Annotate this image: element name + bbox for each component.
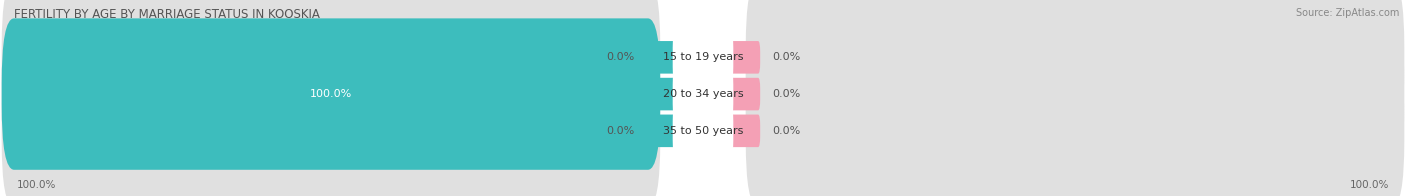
Text: 0.0%: 0.0%	[772, 89, 800, 99]
FancyBboxPatch shape	[672, 33, 734, 82]
FancyBboxPatch shape	[645, 78, 678, 110]
FancyBboxPatch shape	[745, 18, 1405, 170]
FancyBboxPatch shape	[672, 107, 734, 155]
Text: 0.0%: 0.0%	[606, 126, 634, 136]
Text: 0.0%: 0.0%	[772, 52, 800, 62]
FancyBboxPatch shape	[645, 41, 678, 74]
Text: FERTILITY BY AGE BY MARRIAGE STATUS IN KOOSKIA: FERTILITY BY AGE BY MARRIAGE STATUS IN K…	[14, 8, 321, 21]
Text: Source: ZipAtlas.com: Source: ZipAtlas.com	[1295, 8, 1399, 18]
Text: 0.0%: 0.0%	[606, 52, 634, 62]
Text: 100.0%: 100.0%	[1350, 180, 1389, 190]
Text: 100.0%: 100.0%	[17, 180, 56, 190]
FancyBboxPatch shape	[745, 55, 1405, 196]
Text: 0.0%: 0.0%	[772, 126, 800, 136]
FancyBboxPatch shape	[672, 70, 734, 118]
FancyBboxPatch shape	[1, 18, 661, 170]
FancyBboxPatch shape	[1, 18, 661, 170]
Text: 20 to 34 years: 20 to 34 years	[662, 89, 744, 99]
Legend: Married, Unmarried: Married, Unmarried	[624, 193, 782, 196]
FancyBboxPatch shape	[728, 41, 761, 74]
FancyBboxPatch shape	[1, 0, 661, 133]
Text: 35 to 50 years: 35 to 50 years	[662, 126, 744, 136]
FancyBboxPatch shape	[745, 0, 1405, 133]
FancyBboxPatch shape	[728, 78, 761, 110]
FancyBboxPatch shape	[728, 114, 761, 147]
Text: 100.0%: 100.0%	[309, 89, 352, 99]
Text: 15 to 19 years: 15 to 19 years	[662, 52, 744, 62]
FancyBboxPatch shape	[1, 55, 661, 196]
FancyBboxPatch shape	[645, 114, 678, 147]
